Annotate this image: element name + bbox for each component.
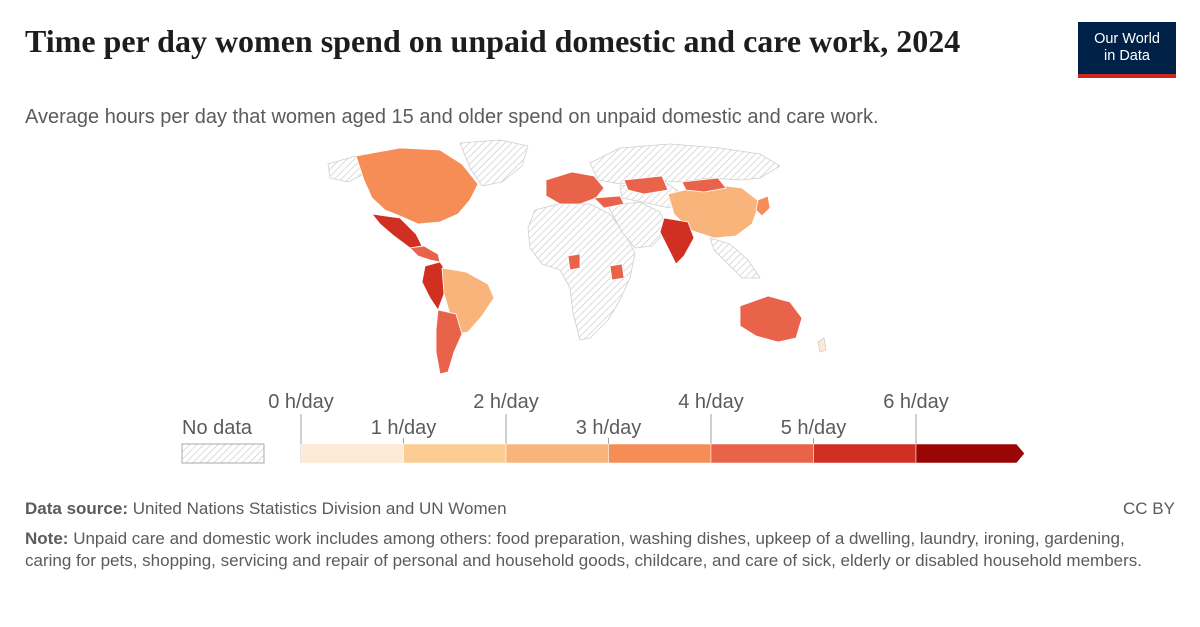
world-map[interactable] [290, 138, 850, 380]
note-label: Note: [25, 529, 69, 548]
africa-region[interactable] [527, 203, 636, 341]
legend-label-2: 2 h/day [473, 391, 539, 413]
legend-bin-2[interactable] [505, 443, 609, 464]
license-link[interactable]: CC BY [1123, 499, 1175, 518]
central-america-region[interactable] [409, 245, 441, 263]
west-africa-region[interactable] [567, 253, 581, 271]
legend-bin-4[interactable] [710, 443, 814, 464]
japan-region[interactable] [755, 195, 771, 217]
logo-line-2: in Data [1104, 48, 1150, 64]
note: Note: Unpaid care and domestic work incl… [25, 528, 1155, 572]
argentina-region[interactable] [435, 309, 463, 375]
kazakhstan-region[interactable] [623, 175, 669, 195]
no-data-label: No data [182, 417, 253, 439]
chart-subtitle: Average hours per day that women aged 15… [25, 106, 879, 128]
legend-label-6: 6 h/day [883, 391, 949, 413]
source-label: Data source: [25, 499, 128, 518]
legend-label-4: 4 h/day [678, 391, 744, 413]
turkey-region[interactable] [593, 195, 625, 209]
greenland-region[interactable] [459, 139, 529, 187]
india-region[interactable] [659, 217, 695, 265]
legend: 0 h/day 1 h/day 2 h/day 3 h/day 4 h/day 5 h/d… [181, 391, 1025, 464]
middle-east-region[interactable] [607, 201, 669, 249]
footer: Data source: United Nations Statistics D… [25, 498, 1175, 572]
alaska-region[interactable] [327, 155, 365, 183]
legend-bin-0[interactable] [300, 443, 404, 464]
mongolia-region[interactable] [681, 177, 727, 193]
logo-line-1: Our World [1094, 31, 1160, 47]
owid-logo[interactable]: Our World in Data [1078, 22, 1176, 78]
south-america-west-region[interactable] [421, 261, 449, 311]
source-text[interactable]: United Nations Statistics Division and U… [132, 499, 507, 518]
chart-title: Time per day women spend on unpaid domes… [25, 23, 961, 59]
legend-bin-5[interactable] [813, 443, 917, 464]
legend-label-5: 5 h/day [781, 417, 847, 439]
north-america-region[interactable] [355, 147, 479, 225]
east-africa-region[interactable] [609, 263, 625, 281]
no-data-swatch [181, 443, 265, 464]
data-source: Data source: United Nations Statistics D… [25, 498, 507, 520]
australia-region[interactable] [739, 295, 803, 343]
legend-bin-3[interactable] [608, 443, 712, 464]
legend-label-0: 0 h/day [268, 391, 334, 413]
note-text: Unpaid care and domestic work includes a… [25, 529, 1142, 570]
russia-region[interactable] [589, 143, 781, 185]
new-zealand-region[interactable] [817, 337, 827, 353]
se-asia-region[interactable] [709, 237, 761, 279]
legend-label-3: 3 h/day [576, 417, 642, 439]
legend-bin-6[interactable] [915, 443, 1025, 464]
legend-bin-1[interactable] [403, 443, 507, 464]
legend-label-1: 1 h/day [371, 417, 437, 439]
